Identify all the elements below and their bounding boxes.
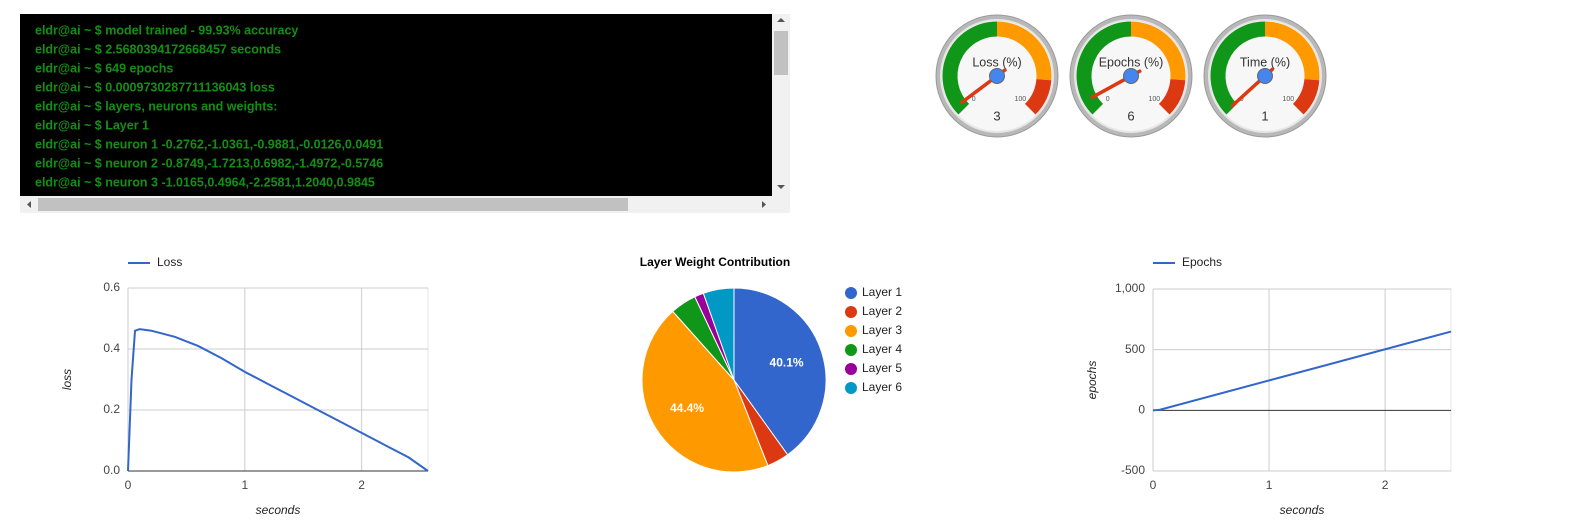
terminal-line: eldr@ai ~ $ neuron 3 -1.0165,0.4964,-2.2… <box>35 175 375 189</box>
legend-swatch <box>845 287 857 299</box>
data-line <box>1152 330 1452 412</box>
y-tick-label: 0.6 <box>103 280 120 294</box>
legend-label: Epochs <box>1182 255 1222 269</box>
y-tick-label: 500 <box>1125 342 1145 356</box>
terminal-line: eldr@ai ~ $ 0.0009730287711136043 loss <box>35 80 275 94</box>
gauge-band <box>1292 78 1320 115</box>
gauge-tick-label: 0 <box>1106 96 1110 103</box>
gauge-band <box>1024 78 1052 115</box>
x-tick-label: 2 <box>358 478 365 492</box>
legend-label: Layer 6 <box>862 380 902 394</box>
x-tick-label: 2 <box>1382 478 1389 492</box>
y-tick-label: -500 <box>1121 463 1145 477</box>
y-axis-title: loss <box>60 369 74 390</box>
legend-swatch <box>845 363 857 375</box>
gauge-band <box>1130 21 1186 81</box>
terminal-line: eldr@ai ~ $ neuron 2 -0.8749,-1.7213,0.6… <box>35 156 383 170</box>
gauge-value: 3 <box>993 108 1000 123</box>
x-tick-label: 1 <box>241 478 248 492</box>
gauge-hub <box>989 68 1005 84</box>
gauge-band <box>1264 21 1320 81</box>
gauge-hub <box>1257 68 1273 84</box>
pie-slice <box>702 287 735 381</box>
terminal-line: eldr@ai ~ $ layers, neurons and weights: <box>35 99 277 113</box>
plot-frame <box>1152 288 1452 472</box>
gauge-band <box>996 21 1052 81</box>
terminal-line: eldr@ai ~ $ Layer 1 <box>35 118 149 132</box>
slice-label: 44.4% <box>670 401 704 415</box>
gauge-tick-label: 100 <box>1014 96 1026 103</box>
pie-slice <box>733 287 827 456</box>
gauge-hub <box>1123 68 1139 84</box>
legend-swatch <box>845 325 857 337</box>
chart-title: Layer Weight Contribution <box>640 255 790 269</box>
gauge-value: 1 <box>1261 108 1268 123</box>
x-tick-label: 0 <box>1150 478 1157 492</box>
legend-label: Layer 3 <box>862 323 902 337</box>
terminal-line: eldr@ai ~ $ 649 epochs <box>35 61 173 75</box>
y-tick-label: 0.0 <box>103 463 120 477</box>
gauge-value: 6 <box>1127 108 1134 123</box>
gauge-band <box>942 21 998 115</box>
y-tick-label: 1,000 <box>1115 281 1145 295</box>
terminal-line: eldr@ai ~ $ model trained - 99.93% accur… <box>35 23 298 37</box>
legend-swatch <box>845 382 857 394</box>
gauge-tick-label: 100 <box>1148 96 1160 103</box>
gauge-tick-label: 0 <box>972 96 976 103</box>
gauge-band <box>1076 21 1132 115</box>
legend-label: Layer 1 <box>862 285 902 299</box>
x-axis-title: seconds <box>256 503 301 517</box>
terminal-screen <box>20 14 772 196</box>
gauge-band <box>1210 21 1266 115</box>
gauge-tick-label: 0 <box>1240 96 1244 103</box>
legend-label: Loss <box>157 255 182 269</box>
gauge-title: Epochs (%) <box>1099 55 1164 69</box>
terminal-line: eldr@ai ~ $ neuron 1 -0.2762,-1.0361,-0.… <box>35 137 383 151</box>
horizontal-scroll-thumb[interactable] <box>38 198 628 211</box>
y-tick-label: 0.2 <box>103 402 120 416</box>
gauge-title: Loss (%) <box>972 55 1021 69</box>
x-axis-title: seconds <box>1280 503 1325 517</box>
gauge-title: Time (%) <box>1240 55 1290 69</box>
x-tick-label: 1 <box>1266 478 1273 492</box>
legend-label: Layer 2 <box>862 304 902 318</box>
y-axis-title: epochs <box>1085 361 1099 400</box>
legend-swatch <box>845 344 857 356</box>
legend-swatch <box>845 306 857 318</box>
y-tick-label: 0.4 <box>103 341 120 355</box>
y-tick-label: 0 <box>1138 403 1145 417</box>
gauge-tick-label: 100 <box>1282 96 1294 103</box>
legend-label: Layer 5 <box>862 361 902 375</box>
data-line <box>127 328 429 472</box>
legend-label: Layer 4 <box>862 342 902 356</box>
slice-label: 40.1% <box>770 355 804 369</box>
terminal-line: eldr@ai ~ $ 2.5680394172668457 seconds <box>35 42 281 56</box>
vertical-scroll-thumb[interactable] <box>774 31 788 75</box>
pie-slice <box>641 310 769 473</box>
x-tick-label: 0 <box>125 478 132 492</box>
gauge-band <box>1158 78 1186 115</box>
